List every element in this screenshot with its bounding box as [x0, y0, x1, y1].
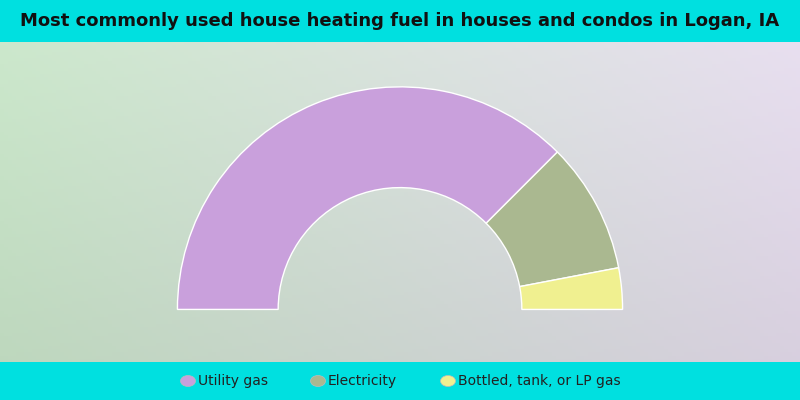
- Text: Bottled, tank, or LP gas: Bottled, tank, or LP gas: [458, 374, 621, 388]
- Text: Most commonly used house heating fuel in houses and condos in Logan, IA: Most commonly used house heating fuel in…: [21, 12, 779, 30]
- Ellipse shape: [310, 376, 326, 386]
- FancyBboxPatch shape: [0, 0, 800, 42]
- Ellipse shape: [441, 376, 455, 386]
- FancyBboxPatch shape: [0, 362, 800, 400]
- Wedge shape: [520, 268, 622, 310]
- Text: City-Data.com: City-Data.com: [705, 50, 779, 60]
- Text: Utility gas: Utility gas: [198, 374, 268, 388]
- Ellipse shape: [181, 376, 195, 386]
- Wedge shape: [178, 87, 558, 310]
- Wedge shape: [486, 152, 618, 287]
- Text: Electricity: Electricity: [328, 374, 397, 388]
